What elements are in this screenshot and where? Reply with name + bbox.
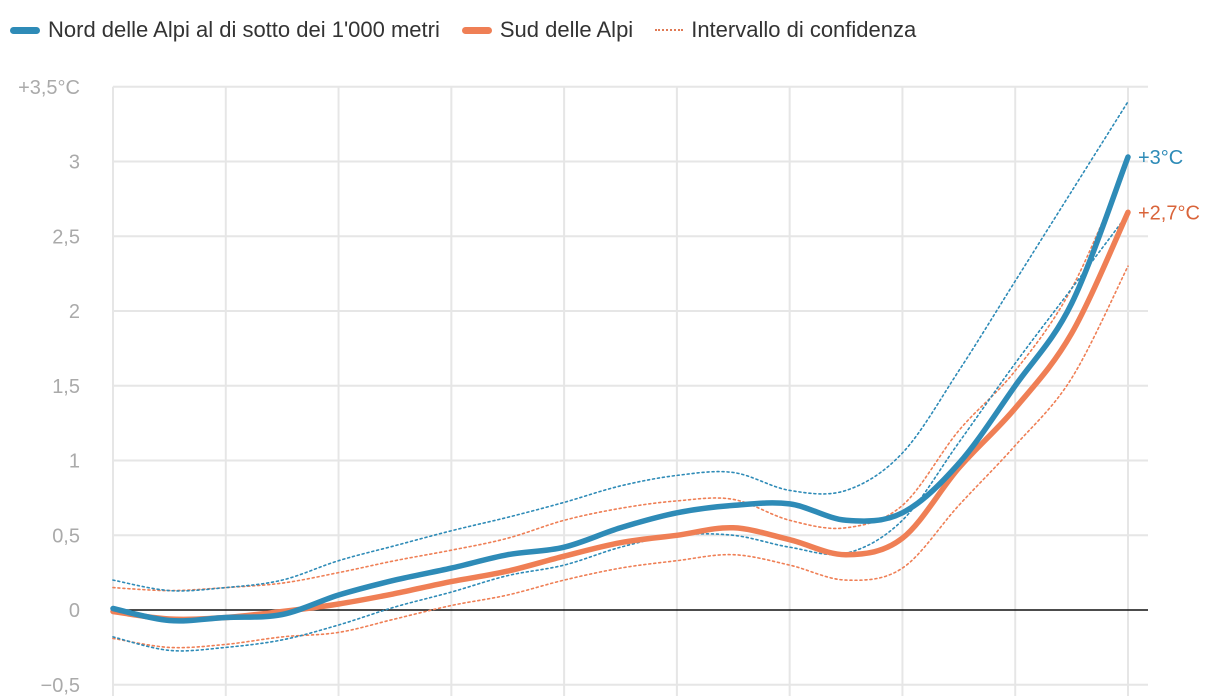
legend-swatch-north <box>10 26 40 34</box>
legend-label-ci: Intervallo di confidenza <box>691 17 917 42</box>
y-tick-label: −0,5 <box>41 675 80 696</box>
confidence-line-south-lower <box>112 265 1129 649</box>
legend-swatch-ci <box>655 29 684 31</box>
end-label-north: +3°C <box>1138 147 1183 169</box>
legend: Nord delle Alpi al di sotto dei 1'000 me… <box>10 14 938 46</box>
confidence-line-south-upper <box>112 160 1129 592</box>
y-tick-label: 2 <box>69 301 80 323</box>
confidence-line-north-lower <box>112 213 1129 652</box>
y-tick-label: 2,5 <box>52 226 80 248</box>
confidence-line-north-upper <box>112 100 1129 592</box>
end-label-south: +2,7°C <box>1138 202 1200 224</box>
series-line-south <box>110 209 1131 623</box>
legend-item-ci: Intervallo di confidenza <box>655 17 916 43</box>
y-tick-label: +3,5°C <box>18 77 80 99</box>
legend-label-south: Sud delle Alpi <box>499 17 634 42</box>
y-tick-label: 0 <box>69 600 80 622</box>
end-labels: +3°C +2,7°C <box>1138 147 1200 224</box>
legend-label-north: Nord delle Alpi al di sotto dei 1'000 me… <box>48 17 440 42</box>
gridlines <box>112 85 1148 696</box>
y-tick-label: 0,5 <box>52 525 80 547</box>
y-tick-label: 1 <box>69 451 80 473</box>
legend-item-north: Nord delle Alpi al di sotto dei 1'000 me… <box>10 17 440 43</box>
series-lines <box>110 100 1131 652</box>
legend-swatch-south <box>461 26 492 34</box>
series-line-north <box>110 154 1131 624</box>
y-tick-label: 1,5 <box>52 376 80 398</box>
y-axis-ticks: −0,5 0 0,5 1 1,5 2 2,5 3 +3,5°C <box>18 77 80 696</box>
legend-item-south: Sud delle Alpi <box>461 17 634 43</box>
y-tick-label: 3 <box>69 152 80 174</box>
